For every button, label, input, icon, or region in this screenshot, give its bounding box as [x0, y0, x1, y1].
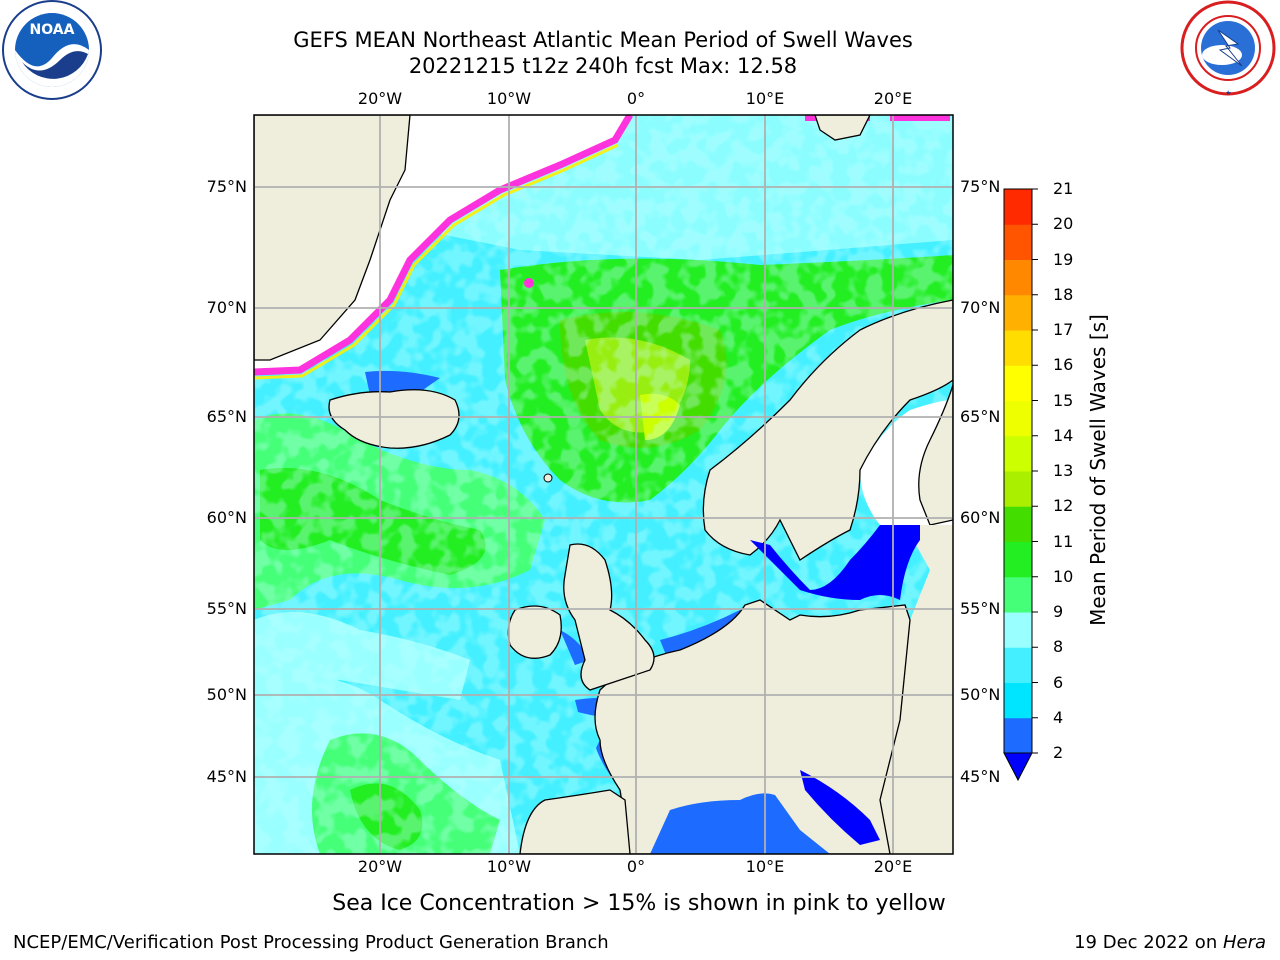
sea-ice-footnote-text: Sea Ice Concentration > 15% is shown in … — [332, 891, 946, 916]
lat-tick-left: 60°N — [206, 508, 247, 527]
colorbar-level-label: 12 — [1053, 496, 1074, 516]
chart-title: GEFS MEAN Northeast Atlantic Mean Period… — [293, 28, 913, 52]
iberia — [519, 789, 631, 854]
graticule — [254, 115, 953, 854]
lat-tick-left: 55°N — [206, 599, 247, 618]
colorbar-level-label: 20 — [1053, 214, 1074, 234]
colorbar-level-label: 11 — [1053, 531, 1074, 551]
sea-ice-footnote: Sea Ice Concentration > 15% is shown in … — [0, 890, 1280, 918]
ireland — [507, 605, 562, 659]
colorbar-level-label: 19 — [1053, 249, 1074, 269]
nws-logo — [1180, 0, 1276, 96]
colorbar-band — [1004, 541, 1032, 578]
svalbard — [814, 115, 871, 141]
chart-subtitle: 20221215 t12z 240h fcst Max: 12.58 — [408, 54, 798, 78]
lat-tick-right: 60°N — [960, 508, 1001, 527]
adriatic — [800, 770, 880, 845]
colorbar-band — [1004, 224, 1032, 260]
colorbar-band — [1004, 435, 1032, 472]
lon-tick-bottom: 20°W — [357, 857, 403, 876]
lon-tick-bottom: 10°E — [745, 857, 785, 876]
colorbar-level-label: 18 — [1053, 284, 1074, 304]
baltic-sea — [750, 525, 920, 600]
colorbar-band — [1004, 189, 1032, 225]
lon-tick-top: 20°W — [357, 89, 403, 108]
colorbar-band — [1004, 259, 1032, 296]
colorbar-level-label: 6 — [1053, 672, 1064, 692]
colorbar-level-label: 4 — [1053, 707, 1064, 727]
lat-tick-left: 65°N — [206, 407, 247, 426]
lat-tick-left: 50°N — [206, 685, 247, 704]
credit-line: NCEP/EMC/Verification Post Processing Pr… — [13, 932, 609, 953]
colorbar-level-label: 14 — [1053, 425, 1074, 445]
greenland — [254, 115, 411, 361]
colorbar-level-label: 8 — [1053, 637, 1064, 657]
colorbar-band — [1004, 330, 1032, 366]
lon-tick-top: 20°E — [873, 89, 913, 108]
lat-tick-left: 70°N — [206, 298, 247, 317]
colorbar-level-label: 10 — [1053, 566, 1074, 586]
map-frame — [253, 114, 954, 855]
lat-tick-right: 70°N — [960, 298, 1001, 317]
mediterranean — [650, 793, 830, 854]
colorbar-level-label: 16 — [1053, 355, 1074, 375]
iceland — [328, 389, 460, 449]
colorbar-band — [1004, 576, 1032, 613]
colorbar-under-extension — [1003, 752, 1033, 782]
great-britain — [563, 543, 655, 691]
lon-tick-bottom: 10°W — [486, 857, 532, 876]
colorbar-level-label: 17 — [1053, 320, 1074, 339]
date-stamp: 19 Dec 2022 on Hera — [1074, 932, 1266, 953]
colorbar-band — [1004, 717, 1032, 754]
map-area — [254, 115, 953, 854]
lon-tick-top: 0° — [626, 89, 646, 108]
colorbar-band — [1004, 612, 1032, 648]
sea-ice-edge — [254, 115, 634, 376]
lon-tick-bottom: 20°E — [873, 857, 913, 876]
colorbar-band — [1004, 365, 1032, 401]
lat-tick-right: 50°N — [960, 685, 1001, 704]
lat-tick-left: 75°N — [206, 177, 247, 196]
colorbar-title: Mean Period of Swell Waves [s] — [1086, 314, 1110, 626]
colorbar-band — [1004, 682, 1032, 719]
colorbar — [1003, 188, 1038, 782]
lat-tick-right: 55°N — [960, 599, 1001, 618]
colorbar-band — [1004, 647, 1032, 683]
colorbar-band — [1004, 400, 1032, 437]
colorbar-level-label: 2 — [1053, 743, 1064, 762]
colorbar-level-label: 9 — [1053, 602, 1064, 621]
colorbar-band — [1004, 294, 1032, 331]
machine-name: Hera — [1222, 932, 1266, 953]
colorbar-level-label: 13 — [1053, 461, 1074, 480]
lat-tick-right: 65°N — [960, 407, 1001, 426]
colorbar-level-label: 15 — [1053, 390, 1074, 410]
lon-tick-bottom: 0° — [626, 857, 646, 876]
lon-tick-top: 10°E — [745, 89, 785, 108]
colorbar-band — [1004, 506, 1032, 542]
colorbar-band — [1004, 471, 1032, 507]
lat-tick-right: 45°N — [960, 767, 1001, 786]
noaa-logo-text: NOAA — [30, 22, 75, 38]
lon-tick-top: 10°W — [486, 89, 532, 108]
date-prefix: 19 Dec 2022 on — [1074, 932, 1223, 953]
lat-tick-left: 45°N — [206, 767, 247, 786]
noaa-logo: NOAA — [2, 0, 102, 100]
lat-tick-right: 75°N — [960, 177, 1001, 196]
colorbar-level-label: 21 — [1053, 179, 1074, 198]
